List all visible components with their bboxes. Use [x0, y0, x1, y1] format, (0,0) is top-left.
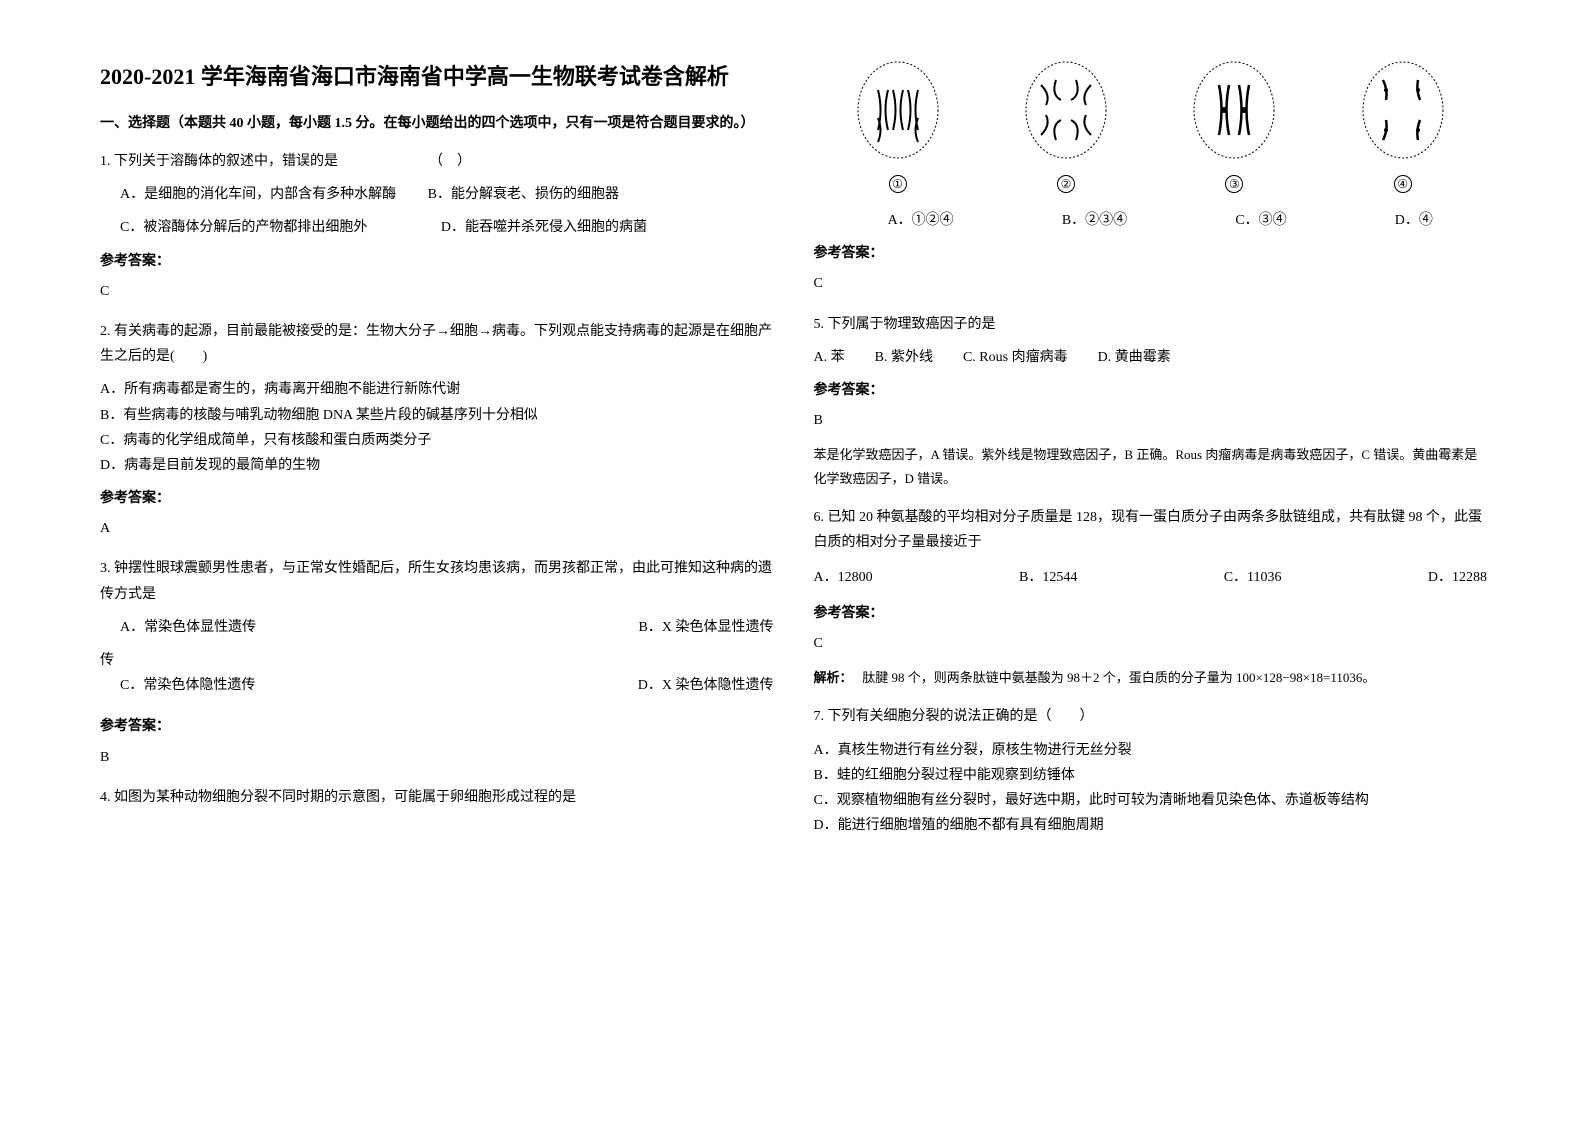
- q6-answer-label: 参考答案：: [814, 601, 1488, 626]
- q5-optD: D. 黄曲霉素: [1098, 345, 1171, 370]
- question-6: 6. 已知 20 种氨基酸的平均相对分子质量是 128，现有一蛋白质分子由两条多…: [814, 505, 1488, 689]
- q6-text: 6. 已知 20 种氨基酸的平均相对分子质量是 128，现有一蛋白质分子由两条多…: [814, 505, 1488, 555]
- cell-diagram-1: ①: [853, 60, 943, 193]
- q1-answer: C: [100, 279, 774, 304]
- q1-answer-label: 参考答案：: [100, 249, 774, 274]
- q1-options-row2: C．被溶酶体分解后的产物都排出细胞外 D．能吞噬并杀死侵入细胞的病菌: [120, 215, 774, 240]
- question-4-options: A．①②④ B．②③④ C．③④ D．④ 参考答案： C: [814, 208, 1488, 297]
- q5-explanation: 苯是化学致癌因子，A 错误。紫外线是物理致癌因子，B 正确。Rous 肉瘤病毒是…: [814, 443, 1488, 490]
- q6-answer: C: [814, 631, 1488, 656]
- question-1: 1. 下列关于溶酶体的叙述中，错误的是 （ ） A．是细胞的消化车间，内部含有多…: [100, 149, 774, 304]
- q3-optA: A．常染色体显性遗传: [120, 615, 256, 640]
- q5-text: 5. 下列属于物理致癌因子的是: [814, 312, 1488, 337]
- q4-answer-label: 参考答案：: [814, 241, 1488, 266]
- diagram-label-1: ①: [889, 175, 907, 193]
- q7-optA: A．真核生物进行有丝分裂，原核生物进行无丝分裂: [814, 738, 1488, 763]
- q2-optB: B．有些病毒的核酸与哺乳动物细胞 DNA 某些片段的碱基序列十分相似: [100, 403, 774, 428]
- cell-diagram-3: ③: [1189, 60, 1279, 193]
- q3-opt-continuation: 传: [100, 648, 774, 673]
- q2-optD: D．病毒是目前发现的最简单的生物: [100, 453, 774, 478]
- q1-optB: B．能分解衰老、损伤的细胞器: [428, 187, 619, 202]
- q4-text: 4. 如图为某种动物细胞分裂不同时期的示意图，可能属于卵细胞形成过程的是: [100, 785, 774, 810]
- right-column: ① ②: [794, 60, 1508, 1062]
- q3-text: 3. 钟摆性眼球震颤男性患者，与正常女性婚配后，所生女孩均患该病，而男孩都正常，…: [100, 556, 774, 606]
- q2-answer-label: 参考答案：: [100, 486, 774, 511]
- q3-answer: B: [100, 745, 774, 770]
- q1-text: 1. 下列关于溶酶体的叙述中，错误的是 （ ）: [100, 149, 774, 174]
- q7-text: 7. 下列有关细胞分裂的说法正确的是（ ）: [814, 704, 1488, 729]
- left-column: 2020-2021 学年海南省海口市海南省中学高一生物联考试卷含解析 一、选择题…: [80, 60, 794, 1062]
- q3-optB: B．X 染色体显性遗传: [639, 615, 774, 648]
- q2-optC: C．病毒的化学组成简单，只有核酸和蛋白质两类分子: [100, 428, 774, 453]
- cell-diagram-4: ④: [1358, 60, 1448, 193]
- q3-answer-label: 参考答案：: [100, 714, 774, 739]
- question-7: 7. 下列有关细胞分裂的说法正确的是（ ） A．真核生物进行有丝分裂，原核生物进…: [814, 704, 1488, 838]
- q2-text: 2. 有关病毒的起源，目前最能被接受的是：生物大分子→细胞→病毒。下列观点能支持…: [100, 319, 774, 369]
- q7-optC: C．观察植物细胞有丝分裂时，最好选中期，此时可较为清晰地看见染色体、赤道板等结构: [814, 788, 1488, 813]
- q1-optD: D．能吞噬并杀死侵入细胞的病菌: [441, 220, 647, 235]
- section-header: 一、选择题（本题共 40 小题，每小题 1.5 分。在每小题给出的四个选项中，只…: [100, 113, 774, 134]
- q5-optC: C. Rous 肉瘤病毒: [963, 345, 1068, 370]
- cell-svg-3: [1189, 60, 1279, 170]
- q4-optB: B．②③④: [1062, 208, 1127, 233]
- cell-svg-1: [853, 60, 943, 170]
- q5-optB: B. 紫外线: [875, 345, 933, 370]
- question-4: 4. 如图为某种动物细胞分裂不同时期的示意图，可能属于卵细胞形成过程的是: [100, 785, 774, 810]
- diagram-label-4: ④: [1394, 175, 1412, 193]
- q5-answer-label: 参考答案：: [814, 378, 1488, 403]
- q1-optC: C．被溶酶体分解后的产物都排出细胞外: [120, 220, 367, 235]
- q4-optC: C．③④: [1235, 208, 1286, 233]
- q2-answer: A: [100, 516, 774, 541]
- question-2: 2. 有关病毒的起源，目前最能被接受的是：生物大分子→细胞→病毒。下列观点能支持…: [100, 319, 774, 542]
- q5-optA: A. 苯: [814, 345, 845, 370]
- diagram-label-3: ③: [1225, 175, 1243, 193]
- cell-svg-4: [1358, 60, 1448, 170]
- q4-optA: A．①②④: [888, 208, 954, 233]
- q6-optB: B．12544: [1019, 565, 1077, 590]
- q3-optD: D．X 染色体隐性遗传: [638, 673, 774, 706]
- q2-optA: A．所有病毒都是寄生的，病毒离开细胞不能进行新陈代谢: [100, 377, 774, 402]
- q6-optD: D．12288: [1428, 565, 1487, 590]
- cell-diagram-2: ②: [1021, 60, 1111, 193]
- q4-answer: C: [814, 271, 1488, 296]
- q1-optA: A．是细胞的消化车间，内部含有多种水解酶: [120, 187, 396, 202]
- q4-optD: D．④: [1395, 208, 1433, 233]
- q6-explanation-text: 肽腱 98 个，则两条肽链中氨基酸为 98＋2 个，蛋白质的分子量为 100×1…: [862, 670, 1375, 685]
- q3-optC: C．常染色体隐性遗传: [120, 673, 255, 698]
- q6-optC: C．11036: [1224, 565, 1282, 590]
- cell-diagrams: ① ②: [814, 60, 1488, 193]
- q1-options-row1: A．是细胞的消化车间，内部含有多种水解酶 B．能分解衰老、损伤的细胞器: [120, 182, 774, 207]
- q6-explanation-label: 解析：: [814, 670, 847, 685]
- question-5: 5. 下列属于物理致癌因子的是 A. 苯 B. 紫外线 C. Rous 肉瘤病毒…: [814, 312, 1488, 491]
- cell-svg-2: [1021, 60, 1111, 170]
- exam-title: 2020-2021 学年海南省海口市海南省中学高一生物联考试卷含解析: [100, 60, 774, 93]
- q5-answer: B: [814, 408, 1488, 433]
- q7-optB: B．蛙的红细胞分裂过程中能观察到纺锤体: [814, 763, 1488, 788]
- q6-optA: A．12800: [814, 565, 873, 590]
- q6-explanation: 解析： 肽腱 98 个，则两条肽链中氨基酸为 98＋2 个，蛋白质的分子量为 1…: [814, 666, 1488, 689]
- question-3: 3. 钟摆性眼球震颤男性患者，与正常女性婚配后，所生女孩均患该病，而男孩都正常，…: [100, 556, 774, 769]
- q7-optD: D．能进行细胞增殖的细胞不都有具有细胞周期: [814, 813, 1488, 838]
- diagram-label-2: ②: [1057, 175, 1075, 193]
